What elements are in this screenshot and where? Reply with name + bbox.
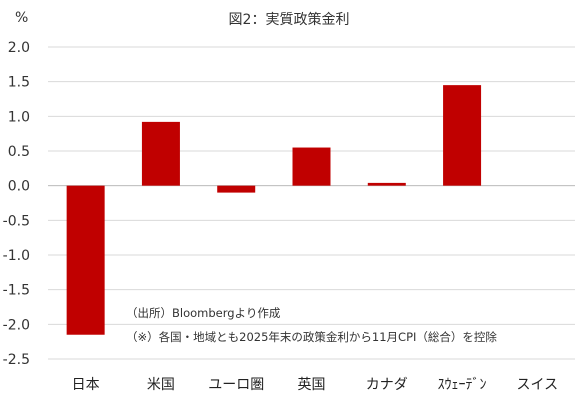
y-tick-label: -1.0 [3,248,30,264]
bar [141,121,180,186]
y-axis-unit: % [15,10,29,26]
x-tick-label: カナダ [366,377,408,393]
x-tick-label: 英国 [298,376,326,393]
x-tick-label: スイス [517,377,559,393]
x-tick-label: 米国 [147,377,175,393]
y-tick-label: 2.0 [8,40,30,56]
y-tick-label: -1.5 [3,283,30,299]
x-tick-label: ｽｳｪｰﾃﾞﾝ [438,377,487,393]
bar [217,185,256,193]
bar [443,85,482,186]
y-tick-label: 1.0 [8,109,30,125]
y-tick-label: 1.5 [8,75,30,91]
x-tick-label: 日本 [72,377,100,393]
y-tick-label: -2.0 [3,317,30,333]
bars [66,85,482,335]
y-tick-label: -2.5 [3,352,30,368]
bar [66,185,105,335]
chart-title: 図2：実質政策金利 [228,12,350,28]
bar [292,147,331,186]
bar [367,182,406,186]
y-axis-ticks: 2.0 1.5 1.0 0.5 0.0 -0.5 -1.0 -1.5 -2.0 -2.5 [3,40,30,368]
x-tick-label: ユーロ圏 [208,377,264,393]
y-tick-label: -0.5 [3,213,30,229]
x-axis-ticks: 日本 米国 ユーロ圏 英国 カナダ ｽｳｪｰﾃﾞﾝ スイス [72,376,559,393]
method-note: （※）各国・地域とも2025年末の政策金利から11月CPI（総合）を控除 [126,330,497,344]
source-note: （出所）Bloombergより作成 [126,306,281,320]
y-tick-label: 0.0 [8,179,30,195]
y-tick-label: 0.5 [8,144,30,160]
